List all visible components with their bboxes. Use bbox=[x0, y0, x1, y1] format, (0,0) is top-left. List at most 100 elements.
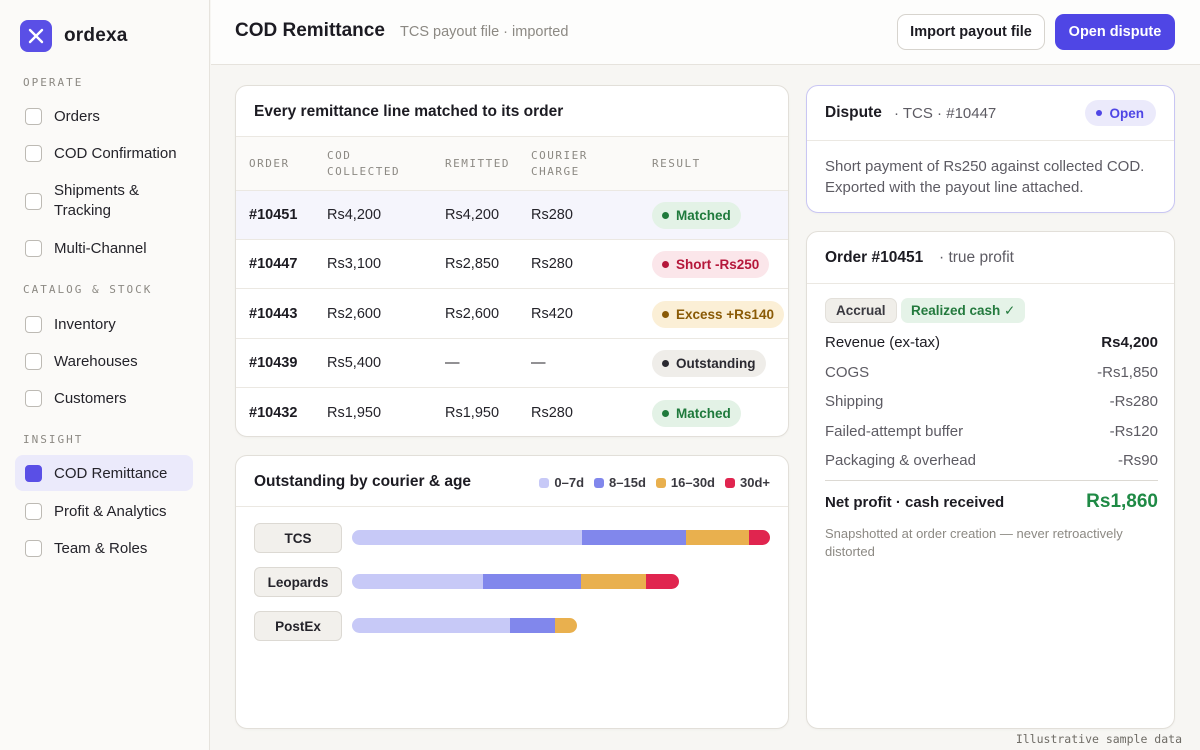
order-cell: #10447 bbox=[249, 256, 298, 273]
legend-item: 30d+ bbox=[725, 475, 770, 490]
result-badge: Matched bbox=[652, 202, 741, 229]
bar-segment bbox=[646, 574, 679, 589]
legend-label: 16–30d bbox=[670, 475, 715, 490]
bar-segment bbox=[352, 618, 510, 633]
collected-cell: Rs4,200 bbox=[327, 207, 382, 223]
bar-segment bbox=[554, 618, 577, 633]
sidebar-item-label: Warehouses bbox=[54, 352, 138, 370]
sidebar-item-label: Inventory bbox=[54, 315, 116, 333]
pl-label: Revenue (ex-tax) bbox=[825, 334, 941, 351]
column-header-courier-charge: COURIER CHARGE bbox=[531, 149, 588, 178]
divider bbox=[236, 506, 788, 507]
sidebar-item-label: Customers bbox=[54, 389, 127, 407]
table-header: ORDER COD COLLECTED REMITTED COURIER CHA… bbox=[236, 136, 788, 191]
import-payout-button[interactable]: Import payout file bbox=[897, 14, 1045, 50]
open-dispute-button[interactable]: Open dispute bbox=[1055, 14, 1175, 50]
order-cell: #10432 bbox=[249, 404, 298, 421]
courier-tag[interactable]: Leopards bbox=[254, 567, 342, 597]
sidebar: ordexa OPERATE Orders COD Confirmation S… bbox=[0, 0, 210, 750]
sidebar-item-label: Orders bbox=[54, 107, 100, 125]
courier-charge-cell: Rs280 bbox=[531, 256, 573, 273]
brand-logo-icon bbox=[20, 20, 52, 52]
table-row[interactable]: #10432 Rs1,950 Rs1,950 Rs280 Matched bbox=[236, 389, 788, 436]
collected-cell: Rs3,100 bbox=[327, 256, 382, 273]
sidebar-item-label: Shipments & Tracking bbox=[54, 182, 140, 219]
remittance-card: Every remittance line matched to its ord… bbox=[235, 85, 789, 437]
checkbox-icon bbox=[25, 107, 42, 125]
table-row[interactable]: #10439 Rs5,400 — — Outstanding bbox=[236, 339, 788, 389]
result-badge: Excess +Rs140 bbox=[652, 300, 784, 328]
order-cell: #10443 bbox=[249, 305, 298, 322]
sidebar-item-team-roles[interactable]: Team & Roles bbox=[15, 530, 193, 566]
nav-section-insight: INSIGHT bbox=[23, 433, 84, 446]
table-row[interactable]: #10447 Rs3,100 Rs2,850 Rs280 Short -Rs250 bbox=[236, 240, 788, 290]
sidebar-item-cod-remittance[interactable]: COD Remittance bbox=[15, 455, 193, 491]
bar-segment bbox=[352, 530, 582, 545]
bar-segment bbox=[352, 574, 483, 589]
courier-tag[interactable]: TCS bbox=[254, 523, 342, 553]
sidebar-item-customers[interactable]: Customers bbox=[15, 380, 193, 416]
pl-value: -Rs1,850 bbox=[1097, 363, 1158, 381]
sidebar-item-profit-analytics[interactable]: Profit & Analytics bbox=[15, 493, 193, 529]
sidebar-item-multi-channel[interactable]: Multi-Channel bbox=[15, 230, 193, 266]
courier-bar bbox=[352, 618, 577, 633]
courier-bar bbox=[352, 574, 679, 589]
remittance-title: Every remittance line matched to its ord… bbox=[254, 103, 564, 120]
checkbox-icon bbox=[25, 464, 42, 482]
profit-note: Snapshotted at order creation — never re… bbox=[825, 526, 1123, 559]
divider bbox=[807, 283, 1174, 284]
collected-cell: Rs2,600 bbox=[327, 305, 382, 322]
result-badge: Short -Rs250 bbox=[652, 251, 770, 279]
outstanding-title: Outstanding by courier & age bbox=[254, 473, 472, 490]
divider bbox=[807, 140, 1174, 141]
profit-card: Order #10451 · true profit Accrual Reali… bbox=[806, 231, 1175, 729]
sidebar-item-label: Profit & Analytics bbox=[54, 502, 167, 520]
sidebar-item-label: COD Remittance bbox=[54, 464, 168, 482]
pl-value: -Rs90 bbox=[1117, 452, 1158, 469]
checkbox-icon bbox=[25, 192, 42, 210]
courier-charge-cell: Rs280 bbox=[531, 404, 573, 421]
order-cell: #10451 bbox=[249, 207, 298, 223]
brand[interactable]: ordexa bbox=[20, 20, 128, 52]
bar-segment bbox=[482, 574, 581, 589]
column-header-remitted: REMITTED bbox=[445, 157, 510, 170]
checkbox-icon bbox=[25, 315, 42, 333]
legend-item: 8–15d bbox=[594, 475, 646, 490]
remitted-cell: Rs4,200 bbox=[445, 207, 500, 223]
dispute-subtitle: · TCS · #10447 bbox=[894, 105, 997, 122]
nav-section-catalog: CATALOG & STOCK bbox=[23, 283, 153, 296]
checkbox-icon bbox=[25, 389, 42, 407]
remitted-cell: Rs2,850 bbox=[445, 256, 500, 273]
net-profit-label: Net profit · cash received bbox=[825, 494, 1005, 511]
column-header-result: RESULT bbox=[652, 157, 701, 170]
sidebar-item-orders[interactable]: Orders bbox=[15, 98, 193, 134]
profit-subtitle: · true profit bbox=[939, 249, 1014, 266]
pl-label: Packaging & overhead bbox=[825, 452, 976, 469]
courier-bar bbox=[352, 530, 770, 545]
checkbox-icon bbox=[25, 352, 42, 370]
page-title: COD Remittance bbox=[235, 20, 385, 41]
bar-segment bbox=[509, 618, 555, 633]
legend-swatch bbox=[539, 477, 550, 488]
topbar: COD Remittance TCS payout file · importe… bbox=[211, 0, 1200, 65]
table-row[interactable]: #10443 Rs2,600 Rs2,600 Rs420 Excess +Rs140 bbox=[236, 290, 788, 339]
sidebar-item-cod-confirmation[interactable]: COD Confirmation bbox=[15, 135, 193, 171]
footnote: Illustrative sample data bbox=[1015, 732, 1182, 746]
dispute-card[interactable]: Dispute · TCS · #10447 Open Short paymen… bbox=[806, 85, 1175, 213]
bar-segment bbox=[580, 574, 647, 589]
courier-tag[interactable]: PostEx bbox=[254, 611, 342, 641]
sidebar-item-label: Multi-Channel bbox=[54, 239, 147, 257]
bar-segment bbox=[749, 530, 770, 545]
sidebar-item-warehouses[interactable]: Warehouses bbox=[15, 343, 193, 379]
sidebar-item-inventory[interactable]: Inventory bbox=[15, 306, 193, 342]
legend-swatch bbox=[655, 477, 666, 488]
sidebar-item-shipments[interactable]: Shipments & Tracking bbox=[15, 177, 165, 225]
remitted-cell: Rs2,600 bbox=[445, 305, 500, 322]
sidebar-item-label: COD Confirmation bbox=[54, 144, 177, 162]
page-subtitle: TCS payout file · imported bbox=[400, 24, 569, 40]
brand-name: ordexa bbox=[64, 25, 128, 46]
accrual-chip[interactable]: Accrual bbox=[825, 298, 897, 323]
result-badge: Outstanding bbox=[652, 350, 766, 378]
table-row[interactable]: #10451 Rs4,200 Rs4,200 Rs280 Matched bbox=[236, 191, 788, 240]
realized-cash-chip[interactable]: Realized cash ✓ bbox=[901, 298, 1026, 323]
